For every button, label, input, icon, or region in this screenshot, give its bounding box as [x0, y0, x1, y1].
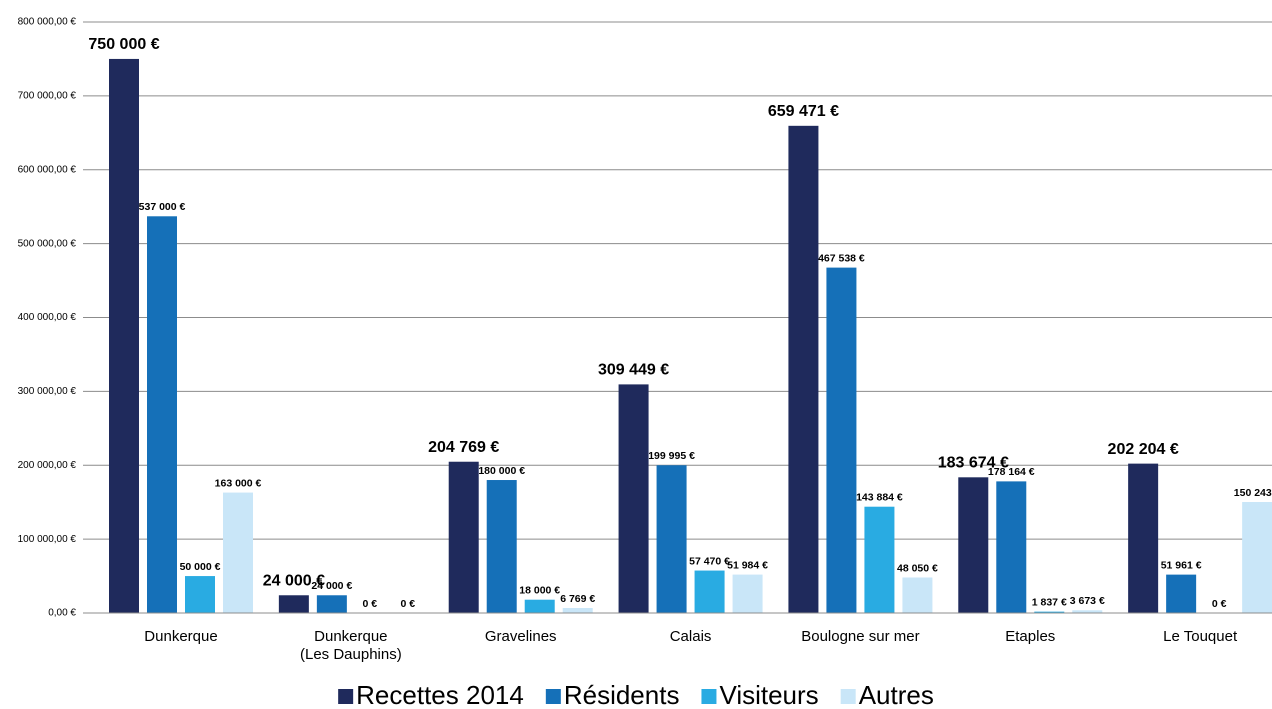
bar: [996, 481, 1027, 613]
legend-swatch: [338, 689, 354, 704]
bar: [316, 595, 347, 613]
legend-label: Résidents: [564, 680, 680, 709]
legend: Recettes 2014 Résidents Visiteurs Autres: [338, 680, 934, 709]
bar: [694, 570, 725, 613]
x-tick-label: Le Touquet: [1163, 628, 1238, 645]
bar: [864, 506, 895, 613]
x-tick-label: Etaples: [1005, 628, 1056, 645]
bar: [1166, 574, 1197, 613]
data-label: 659 471 €: [768, 103, 839, 120]
data-label: 537 000 €: [139, 201, 186, 213]
legend-label: Recettes 2014: [356, 680, 524, 709]
data-label: 0 €: [401, 598, 416, 610]
bar: [278, 595, 309, 613]
data-label: 183 674 €: [938, 455, 1009, 472]
data-label: 180 000 €: [478, 465, 525, 477]
y-tick-label: 100 000,00 €: [18, 534, 77, 545]
x-tick-label: Gravelines: [484, 628, 557, 645]
bar: [486, 480, 517, 613]
data-label: 143 884 €: [856, 491, 903, 503]
legend-swatch: [840, 689, 856, 704]
data-label: 0 €: [1212, 598, 1227, 610]
x-tick-label: Boulogne sur mer: [801, 628, 920, 645]
bar: [618, 384, 649, 613]
data-label: 309 449 €: [598, 362, 669, 379]
y-tick-label: 0,00 €: [48, 608, 76, 619]
bar: [1242, 502, 1272, 613]
bar: [732, 574, 763, 613]
y-tick-label: 200 000,00 €: [18, 460, 77, 471]
y-tick-label: 300 000,00 €: [18, 386, 77, 397]
data-label: 202 204 €: [1108, 441, 1179, 458]
bar: [562, 607, 593, 613]
bar: [1128, 463, 1159, 613]
bar: [656, 465, 687, 613]
data-label: 750 000 €: [88, 36, 159, 53]
bar: [826, 267, 857, 613]
bar: [1034, 611, 1065, 613]
bar: [448, 461, 479, 613]
data-label: 50 000 €: [180, 561, 221, 573]
data-label: 1 837 €: [1032, 596, 1067, 608]
data-label: 163 000 €: [215, 477, 262, 489]
data-label: 204 769 €: [428, 439, 499, 456]
bar: [958, 477, 989, 613]
bar: [109, 58, 139, 613]
data-label: 51 984 €: [727, 559, 768, 571]
data-label: 150 243 €: [1234, 487, 1272, 499]
data-label: 178 164 €: [988, 466, 1035, 478]
data-label: 0 €: [363, 598, 378, 610]
bar: [1072, 610, 1103, 613]
data-label: 18 000 €: [519, 584, 560, 596]
bar: [147, 216, 177, 613]
x-tick-label: Dunkerque: [144, 628, 218, 645]
legend-swatch: [701, 689, 717, 704]
y-tick-label: 800 000,00 €: [18, 17, 77, 28]
x-tick-label: Calais: [669, 628, 712, 645]
y-tick-label: 600 000,00 €: [18, 164, 77, 175]
data-label: 48 050 €: [897, 562, 938, 574]
bar: [185, 576, 215, 613]
bar: [524, 599, 555, 613]
data-label: 467 538 €: [818, 252, 865, 264]
data-label: 57 470 €: [689, 555, 730, 567]
legend-swatch: [545, 689, 561, 704]
y-tick-label: 400 000,00 €: [18, 312, 77, 323]
x-tick-label: Dunkerque (Les Dauphins): [299, 628, 402, 663]
y-tick-label: 500 000,00 €: [18, 238, 77, 249]
data-label: 6 769 €: [560, 593, 595, 605]
bar: [902, 577, 933, 613]
data-label: 51 961 €: [1161, 559, 1202, 571]
legend-label: Visiteurs: [719, 680, 818, 709]
data-label: 24 000 €: [263, 572, 325, 589]
legend-label: Autres: [859, 680, 934, 709]
bar: [223, 492, 253, 613]
data-label: 3 673 €: [1070, 595, 1105, 607]
bar: [788, 125, 819, 613]
y-tick-label: 700 000,00 €: [18, 91, 77, 102]
data-label: 199 995 €: [648, 450, 695, 462]
data-label: 24 000 €: [311, 580, 352, 592]
